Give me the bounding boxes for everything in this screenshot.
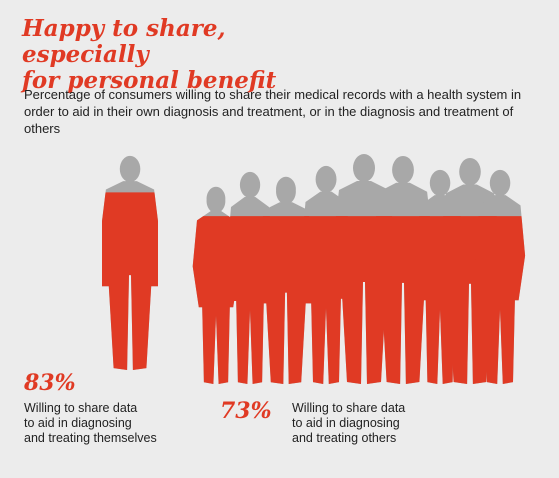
desc-self-line-1: Willing to share data <box>24 401 138 415</box>
person-fill-self-1 <box>102 192 158 370</box>
desc-self-line-2: to aid in diagnosing <box>24 416 132 430</box>
stat-value-others: 73% <box>220 398 272 424</box>
fill-level-self <box>102 192 158 370</box>
chart-title: Happy to share, especially for personal … <box>22 16 352 94</box>
figure-group-others <box>192 154 526 384</box>
stat-value-self: 83% <box>24 370 76 396</box>
figure-group-self <box>102 155 158 370</box>
title-line-1: Happy to share, especially <box>22 15 226 68</box>
title-line-2: for personal benefit <box>22 67 277 94</box>
chart-subtitle: Percentage of consumers willing to share… <box>24 87 522 136</box>
desc-others-line-1: Willing to share data <box>292 401 406 415</box>
person-fill-others-3 <box>260 216 312 384</box>
fill-level-others <box>192 216 526 384</box>
desc-others-line-3: and treating others <box>292 431 397 445</box>
stat-desc-others: Willing to share data to aid in diagnosi… <box>292 401 405 446</box>
person-fill-others-9 <box>474 216 526 384</box>
stat-desc-self: Willing to share data to aid in diagnosi… <box>24 401 157 446</box>
desc-self-line-3: and treating themselves <box>24 431 157 445</box>
desc-others-line-2: to aid in diagnosing <box>292 416 400 430</box>
